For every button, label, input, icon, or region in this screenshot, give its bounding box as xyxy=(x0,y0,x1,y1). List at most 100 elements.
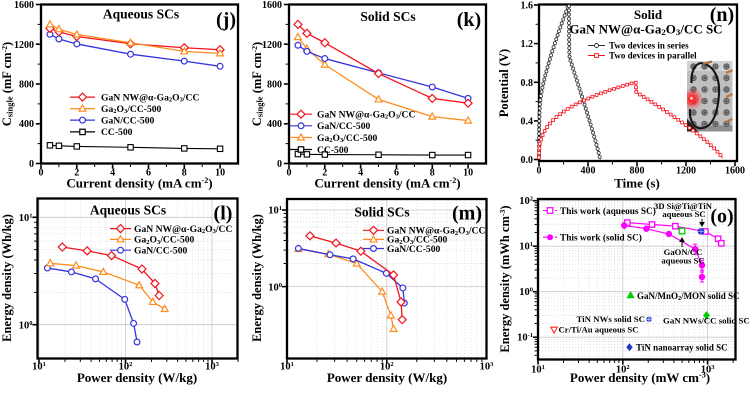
svg-text:6: 6 xyxy=(146,168,151,179)
svg-text:100: 100 xyxy=(519,287,533,299)
svg-text:1200: 1200 xyxy=(14,40,34,51)
svg-text:Power density (W/kg): Power density (W/kg) xyxy=(77,370,197,385)
svg-text:GaN/CC-500: GaN/CC-500 xyxy=(317,121,370,132)
svg-text:101: 101 xyxy=(32,361,46,373)
svg-text:1200: 1200 xyxy=(262,40,282,51)
svg-text:Energy density (Wh/kg): Energy density (Wh/kg) xyxy=(250,214,264,342)
svg-text:aqueous SC: aqueous SC xyxy=(661,256,704,266)
svg-text:Energy density (mWh cm-3): Energy density (mWh cm-3) xyxy=(498,205,512,352)
svg-text:Current density (mA cm-2): Current density (mA cm-2) xyxy=(66,176,212,191)
svg-text:800: 800 xyxy=(267,80,282,91)
svg-text:0.0: 0.0 xyxy=(521,155,534,166)
svg-text:103: 103 xyxy=(701,364,716,376)
svg-text:1200: 1200 xyxy=(676,166,696,177)
svg-text:102: 102 xyxy=(616,364,630,376)
svg-text:101: 101 xyxy=(280,361,294,373)
svg-text:0: 0 xyxy=(39,168,44,179)
svg-text:2: 2 xyxy=(322,168,327,179)
svg-text:Ga2O3/CC-500: Ga2O3/CC-500 xyxy=(317,133,378,144)
svg-text:(k): (k) xyxy=(457,9,481,31)
svg-text:Aqueous SCs: Aqueous SCs xyxy=(103,7,179,22)
svg-text:103: 103 xyxy=(480,361,495,373)
svg-text:0.4: 0.4 xyxy=(521,116,534,127)
svg-text:GaN/CC-500: GaN/CC-500 xyxy=(101,115,154,126)
svg-text:10-1: 10-1 xyxy=(517,332,533,344)
svg-text:Solid SCs: Solid SCs xyxy=(360,9,415,24)
svg-text:2: 2 xyxy=(74,168,79,179)
svg-text:4: 4 xyxy=(358,168,363,179)
svg-text:6: 6 xyxy=(394,168,399,179)
svg-text:0.8: 0.8 xyxy=(521,78,534,89)
svg-text:aqueous SC: aqueous SC xyxy=(662,209,705,219)
svg-text:102: 102 xyxy=(519,196,533,208)
svg-text:10: 10 xyxy=(463,168,473,179)
svg-text:103: 103 xyxy=(205,361,220,373)
svg-text:100: 100 xyxy=(268,282,282,294)
svg-text:Power density (W/kg): Power density (W/kg) xyxy=(327,370,447,385)
svg-text:This work (solid SC): This work (solid SC) xyxy=(560,233,642,244)
svg-text:100: 100 xyxy=(19,320,33,332)
svg-text:Csingle (mF cm-2): Csingle (mF cm-2) xyxy=(250,42,265,126)
svg-text:GaN NW@α-Ga2O3/CC: GaN NW@α-Ga2O3/CC xyxy=(387,226,485,237)
svg-text:8: 8 xyxy=(182,168,187,179)
svg-text:(m): (m) xyxy=(452,203,482,225)
svg-text:TiN NWs solid SC: TiN NWs solid SC xyxy=(576,314,645,324)
svg-text:101: 101 xyxy=(19,212,33,224)
svg-text:4: 4 xyxy=(110,168,115,179)
svg-text:1600: 1600 xyxy=(725,166,745,177)
svg-text:400: 400 xyxy=(19,119,34,130)
svg-text:400: 400 xyxy=(267,119,282,130)
svg-text:800: 800 xyxy=(630,166,645,177)
svg-text:Ga2O3/CC-500: Ga2O3/CC-500 xyxy=(134,235,195,246)
svg-text:(l): (l) xyxy=(214,203,233,225)
svg-text:CC-500: CC-500 xyxy=(101,127,133,138)
svg-text:Aqueous SCs: Aqueous SCs xyxy=(90,203,166,218)
svg-text:Potential (V): Potential (V) xyxy=(497,49,511,117)
svg-text:3D Si@Ti@TiN: 3D Si@Ti@TiN xyxy=(654,201,713,211)
svg-text:Solid: Solid xyxy=(634,7,663,22)
svg-text:GaN NW@α-Ga2O3/CC SC: GaN NW@α-Ga2O3/CC SC xyxy=(569,22,722,38)
svg-text:102: 102 xyxy=(119,361,133,373)
svg-text:1600: 1600 xyxy=(262,0,282,11)
svg-text:Power density (mW cm-3): Power density (mW cm-3) xyxy=(570,370,710,385)
svg-text:(j): (j) xyxy=(216,9,236,31)
svg-text:800: 800 xyxy=(19,80,34,91)
svg-text:10: 10 xyxy=(215,168,225,179)
svg-text:Current density (mA cm-2): Current density (mA cm-2) xyxy=(314,176,460,191)
svg-text:0: 0 xyxy=(277,159,282,170)
svg-text:Energy density (Wh/kg): Energy density (Wh/kg) xyxy=(0,214,14,342)
svg-text:101: 101 xyxy=(519,241,533,253)
svg-text:GaN/CC-500: GaN/CC-500 xyxy=(387,244,440,255)
svg-text:8: 8 xyxy=(430,168,435,179)
svg-text:GaN NW@α-Ga2O3/CC: GaN NW@α-Ga2O3/CC xyxy=(101,92,199,103)
svg-text:Solid SCs: Solid SCs xyxy=(354,205,409,220)
svg-text:GaN NW@α-Ga2O3/CC: GaN NW@α-Ga2O3/CC xyxy=(134,224,232,235)
svg-text:Ga2O3/CC-500: Ga2O3/CC-500 xyxy=(101,104,162,115)
svg-text:GaN NW@α-Ga2O3/CC: GaN NW@α-Ga2O3/CC xyxy=(317,110,415,121)
svg-text:1600: 1600 xyxy=(14,0,34,11)
svg-text:Two devices in parallel: Two devices in parallel xyxy=(609,51,697,61)
svg-text:This work (aqueous SC): This work (aqueous SC) xyxy=(560,206,656,217)
svg-text:Time (s): Time (s) xyxy=(614,176,660,191)
svg-text:GaN NWs/CC solid SC: GaN NWs/CC solid SC xyxy=(663,316,750,326)
svg-text:GaN/MnO2/MON solid SC: GaN/MnO2/MON solid SC xyxy=(637,291,740,302)
svg-text:101: 101 xyxy=(268,205,282,217)
svg-text:102: 102 xyxy=(380,361,394,373)
svg-text:(o): (o) xyxy=(710,206,733,228)
svg-text:TiN nanoarray solid SC: TiN nanoarray solid SC xyxy=(636,343,728,353)
svg-text:Cr/Ti/Au aqueous SC: Cr/Ti/Au aqueous SC xyxy=(559,324,639,334)
svg-text:GaN/CC-500: GaN/CC-500 xyxy=(134,246,187,257)
svg-text:400: 400 xyxy=(581,166,596,177)
svg-text:Ga2O3/CC-500: Ga2O3/CC-500 xyxy=(387,235,448,246)
svg-text:GaON/CC: GaON/CC xyxy=(664,247,703,257)
svg-text:Csingle (mF cm-2): Csingle (mF cm-2) xyxy=(0,42,15,126)
svg-text:Two devices in series: Two devices in series xyxy=(609,41,689,51)
svg-text:0: 0 xyxy=(537,166,542,177)
svg-text:1.2: 1.2 xyxy=(521,39,534,50)
svg-text:1.6: 1.6 xyxy=(521,1,534,12)
svg-text:0: 0 xyxy=(287,168,292,179)
svg-text:(n): (n) xyxy=(710,4,734,26)
svg-text:CC-500: CC-500 xyxy=(317,145,349,156)
svg-text:0: 0 xyxy=(29,159,34,170)
svg-text:101: 101 xyxy=(531,364,545,376)
